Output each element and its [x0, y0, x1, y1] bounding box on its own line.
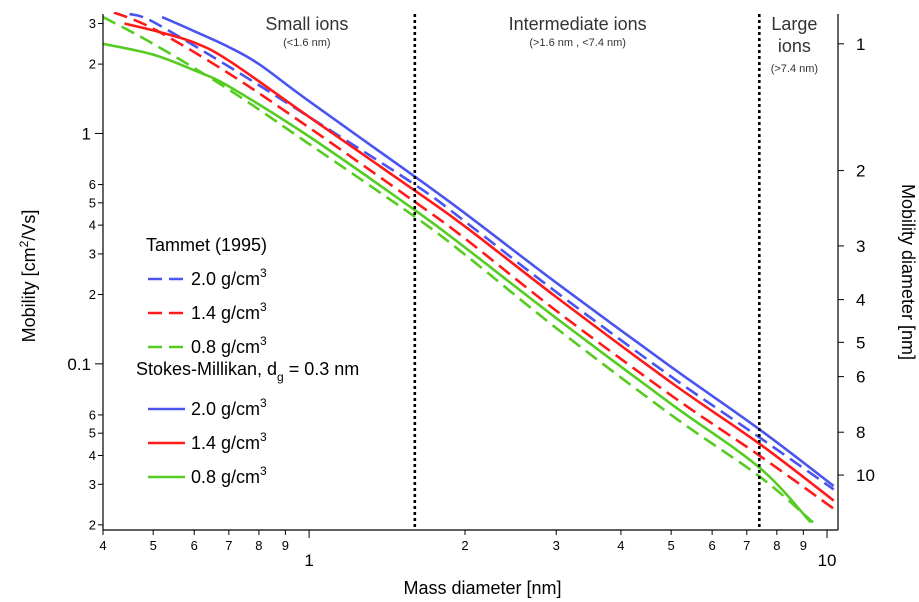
x-tick-label: 9: [800, 538, 807, 553]
x-tick-label: 10: [818, 551, 837, 570]
legend-title-stokes-millikan: Stokes-Millikan, dg = 0.3 nm: [136, 359, 359, 384]
x-tick-label: 6: [191, 538, 198, 553]
x-tick-label: 4: [617, 538, 624, 553]
y2-tick-label: 10: [856, 466, 875, 485]
legend-entry-text: 1.4 g/cm: [191, 303, 260, 323]
legend-entry-text: 0.8 g/cm: [191, 337, 260, 357]
legend-entry-sup: 3: [260, 464, 267, 478]
y-axis-title-sup: 2: [17, 240, 31, 247]
x-tick-label: 7: [225, 538, 232, 553]
legend-entry-label: 1.4 g/cm3: [191, 430, 267, 453]
y-tick-label: 6: [89, 407, 96, 422]
legend-entry-text: 0.8 g/cm: [191, 467, 260, 487]
region-subtitle: (>1.6 nm , <7.4 nm): [529, 37, 626, 49]
series-group: [103, 12, 835, 524]
y-tick-label: 2: [89, 57, 96, 72]
x-tick-label: 8: [255, 538, 262, 553]
region-title: Intermediate ions: [509, 14, 647, 34]
x-tick-label: 5: [150, 538, 157, 553]
legend-title-end: = 0.3 nm: [284, 359, 360, 379]
y-tick-label: 3: [89, 246, 96, 261]
x-tick-label: 9: [282, 538, 289, 553]
legend-entry-sup: 3: [260, 396, 267, 410]
legend-entry-text: 1.4 g/cm: [191, 433, 260, 453]
y2-tick-label: 5: [856, 333, 865, 352]
region-labels: Small ions (<1.6 nm) Intermediate ions (>1.…: [265, 14, 818, 75]
legend-title-main: Stokes-Millikan, d: [136, 359, 277, 379]
legend-entry-label: 2.0 g/cm3: [191, 266, 267, 289]
legend-entry-sup: 3: [260, 266, 267, 280]
region-title-line: Large: [771, 14, 817, 34]
y-tick-label: 0.1: [67, 355, 91, 374]
legend-entry-sup: 3: [260, 430, 267, 444]
legend-entry-label: 2.0 g/cm3: [191, 396, 267, 419]
y2-tick-label: 3: [856, 237, 865, 256]
legend-entry-label: 0.8 g/cm3: [191, 334, 267, 357]
y2-tick-label: 2: [856, 162, 865, 181]
x-tick-label: 6: [709, 538, 716, 553]
y-tick-label: 2: [89, 517, 96, 532]
legend-entry-text: 2.0 g/cm: [191, 399, 260, 419]
legend-title-sub: g: [277, 370, 284, 384]
y2-tick-label: 8: [856, 423, 865, 442]
x-axis-title: Mass diameter [nm]: [403, 578, 561, 598]
y-tick-label: 1: [82, 124, 91, 143]
y-axis-title: Mobility [cm2/Vs]: [17, 210, 39, 343]
legend-entry-sup: 3: [260, 334, 267, 348]
y-tick-label: 3: [89, 16, 96, 31]
series-line-tammet-083: [103, 15, 814, 524]
region-subtitle: (>7.4 nm): [771, 63, 818, 75]
region-divider-layer: [413, 14, 761, 530]
y-tick-label: 4: [89, 448, 96, 463]
legend-title-tammet: Tammet (1995): [146, 235, 267, 255]
y2-tick-label: 6: [856, 368, 865, 387]
y-tick-label: 5: [89, 426, 96, 441]
series-layer: [103, 12, 835, 524]
region-subtitle: (<1.6 nm): [283, 37, 330, 49]
y2-axis-title: Mobility diameter [nm]: [898, 184, 918, 360]
y-tick-label: 5: [89, 195, 96, 210]
y-tick-label: 4: [89, 218, 96, 233]
y2-tick-label: 1: [856, 35, 865, 54]
y-axis-title-end: /Vs]: [19, 210, 39, 241]
series-line-stokes-millikan-083: [103, 42, 812, 524]
x-tick-label: 7: [743, 538, 750, 553]
legend-entry-label: 0.8 g/cm3: [191, 464, 267, 487]
x-tick-label: 1: [304, 551, 313, 570]
y-tick-label: 2: [89, 287, 96, 302]
y2-tick-label: 4: [856, 291, 865, 310]
y-tick-label: 3: [89, 477, 96, 492]
x-tick-label: 5: [667, 538, 674, 553]
x-tick-label: 8: [773, 538, 780, 553]
series-line-stokes-millikan-203: [161, 15, 835, 488]
x-tick-label: 3: [553, 538, 560, 553]
region-title: Small ions: [265, 14, 348, 34]
region-title-line: ions: [778, 36, 811, 56]
series-line-tammet-203: [129, 12, 835, 491]
series-line-tammet-143: [113, 12, 835, 510]
x-tick-label: 2: [461, 538, 468, 553]
legend-entry-label: 1.4 g/cm3: [191, 300, 267, 323]
y-tick-label: 6: [89, 177, 96, 192]
legend-entry-text: 2.0 g/cm: [191, 269, 260, 289]
y-axis-title-main: Mobility [cm: [19, 247, 39, 342]
legend-entry-sup: 3: [260, 300, 267, 314]
x-tick-label: 4: [99, 538, 106, 553]
series-line-stokes-millikan-143: [124, 22, 835, 502]
